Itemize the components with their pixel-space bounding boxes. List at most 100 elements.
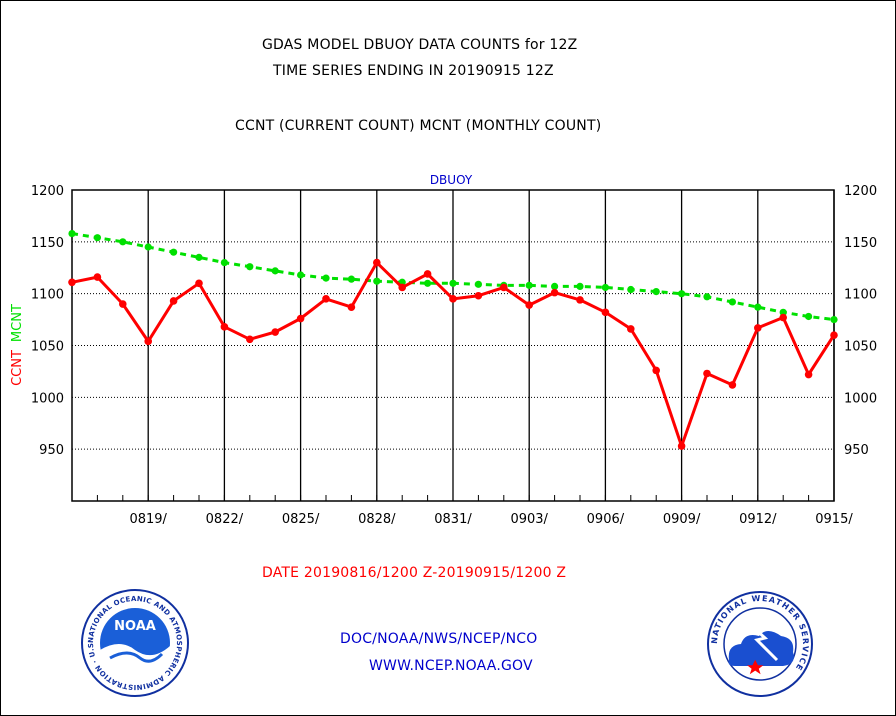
y-tick-label-left: 1100 [31,288,64,303]
data-point-mcnt [68,229,76,238]
data-point-ccnt [449,295,457,303]
panel-label: DBUOY [430,173,473,187]
data-point-mcnt [373,277,381,285]
data-point-mcnt [805,312,813,321]
x-tick-label: 0903/ [510,512,548,527]
data-point-mcnt [347,275,355,283]
y-tick-label-left: 1150 [31,236,64,251]
data-point-mcnt [144,243,152,251]
data-point-ccnt [627,325,635,333]
y-tick-label-right: 1100 [844,288,877,303]
data-point-ccnt [322,295,330,303]
data-point-mcnt [576,282,584,291]
y-tick-label-right: 1200 [844,184,877,199]
chart-subtitle: CCNT (CURRENT COUNT) MCNT (MONTHLY COUNT… [235,118,602,134]
axis-layer: 950 950 1000 1000 1050 1050 1100 1100 1150 1150 12… [31,184,877,527]
data-point-ccnt [220,323,229,331]
data-point-ccnt [804,370,813,379]
data-point-ccnt [373,258,381,267]
data-point-ccnt [195,279,203,288]
data-point-mcnt [830,315,838,324]
data-point-mcnt [322,274,330,282]
data-point-mcnt [93,234,101,242]
data-point-mcnt [678,290,686,298]
x-tick-label: 0906/ [587,512,625,527]
data-point-ccnt [347,303,356,311]
data-point-ccnt [652,366,660,375]
footer-org-line: DOC/NOAA/NWS/NCEP/NCO [340,631,538,647]
data-point-ccnt [169,297,178,305]
data-point-mcnt [119,238,127,246]
data-point-ccnt [398,283,407,292]
data-point-ccnt [576,296,584,304]
date-range-label: DATE 20190816/1200 Z-20190915/1200 Z [262,565,567,581]
data-point-mcnt [474,280,482,288]
y-tick-label-left: 1200 [31,184,64,199]
y-tick-label-right: 1150 [844,236,877,251]
data-point-mcnt [271,267,279,275]
data-point-mcnt [652,287,660,296]
data-point-mcnt [246,263,254,271]
data-point-mcnt [601,283,610,292]
data-point-mcnt [525,281,533,289]
y-axis-label-mcnt: MCNT [10,304,25,342]
data-point-ccnt [68,278,76,287]
data-point-mcnt [754,303,762,311]
x-tick-label: 0909/ [663,512,701,527]
data-point-ccnt [728,381,737,389]
data-point-ccnt [779,313,787,322]
data-point-ccnt [271,328,280,336]
y-tick-label-right: 950 [844,443,869,458]
x-tick-label: 0822/ [206,512,244,527]
data-point-ccnt [144,337,152,346]
data-point-ccnt [703,369,711,378]
data-point-mcnt [449,279,457,287]
data-point-ccnt [423,270,432,278]
y-axis-label: CCNT MCNT [10,304,25,386]
data-point-ccnt [119,300,127,308]
y-tick-label-left: 950 [39,443,64,458]
data-point-ccnt [601,308,610,317]
nws-logo: NATIONAL WEATHER SERVICE [707,591,813,697]
noaa-logo: NATIONAL OCEANIC AND ATMOSPHERIC ADMINIS… [80,588,189,697]
data-point-ccnt [754,324,762,332]
x-tick-label: 0915/ [815,512,853,527]
data-point-mcnt [170,248,178,256]
data-point-ccnt [474,291,483,300]
y-tick-label-right: 1000 [844,391,877,406]
data-point-ccnt [296,314,305,323]
data-point-mcnt [195,253,203,261]
data-point-mcnt [551,282,559,291]
data-point-ccnt [677,442,686,450]
y-tick-label-left: 1000 [31,391,64,406]
y-axis-label-ccnt: CCNT [10,350,25,386]
data-point-ccnt [246,335,254,344]
data-point-ccnt [500,283,508,292]
x-tick-label: 0819/ [129,512,167,527]
data-point-mcnt [297,271,305,279]
data-point-mcnt [703,293,711,301]
chart-title-line-1: GDAS MODEL DBUOY DATA COUNTS for 12Z [262,37,578,53]
x-tick-label: 0912/ [739,512,777,527]
svg-text:NOAA: NOAA [114,619,156,634]
plot-frame [71,189,835,502]
data-point-mcnt [627,285,635,294]
data-point-ccnt [550,288,559,297]
x-tick-label: 0828/ [358,512,396,527]
x-tick-label: 0825/ [282,512,320,527]
footer-url: WWW.NCEP.NOAA.GOV [369,658,533,674]
chart-title-line-2: TIME SERIES ENDING IN 20190915 12Z [273,63,554,79]
data-point-ccnt [93,273,102,281]
svg-text:CCNTMCNT: CCNT MCNT [10,304,25,386]
data-point-mcnt [424,279,432,287]
series-layer [68,229,838,450]
data-point-ccnt [525,301,533,309]
data-point-ccnt [830,331,838,339]
y-tick-label-right: 1050 [844,340,877,355]
data-point-mcnt [728,298,737,306]
data-point-mcnt [220,258,228,267]
grid-layer [72,190,835,501]
data-point-mcnt [779,308,787,316]
x-tick-label: 0831/ [434,512,472,527]
